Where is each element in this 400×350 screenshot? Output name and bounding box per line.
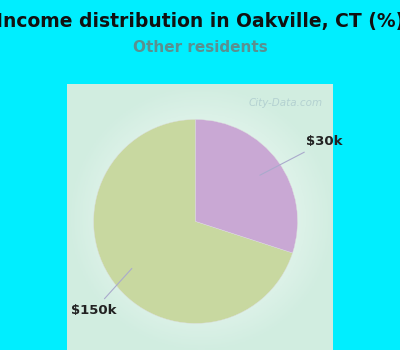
Text: City-Data.com: City-Data.com	[249, 98, 323, 108]
Text: $30k: $30k	[260, 135, 343, 175]
Wedge shape	[196, 119, 298, 253]
Text: Other residents: Other residents	[133, 40, 267, 55]
Text: $150k: $150k	[72, 268, 132, 317]
Text: Income distribution in Oakville, CT (%): Income distribution in Oakville, CT (%)	[0, 12, 400, 31]
Wedge shape	[94, 119, 292, 323]
